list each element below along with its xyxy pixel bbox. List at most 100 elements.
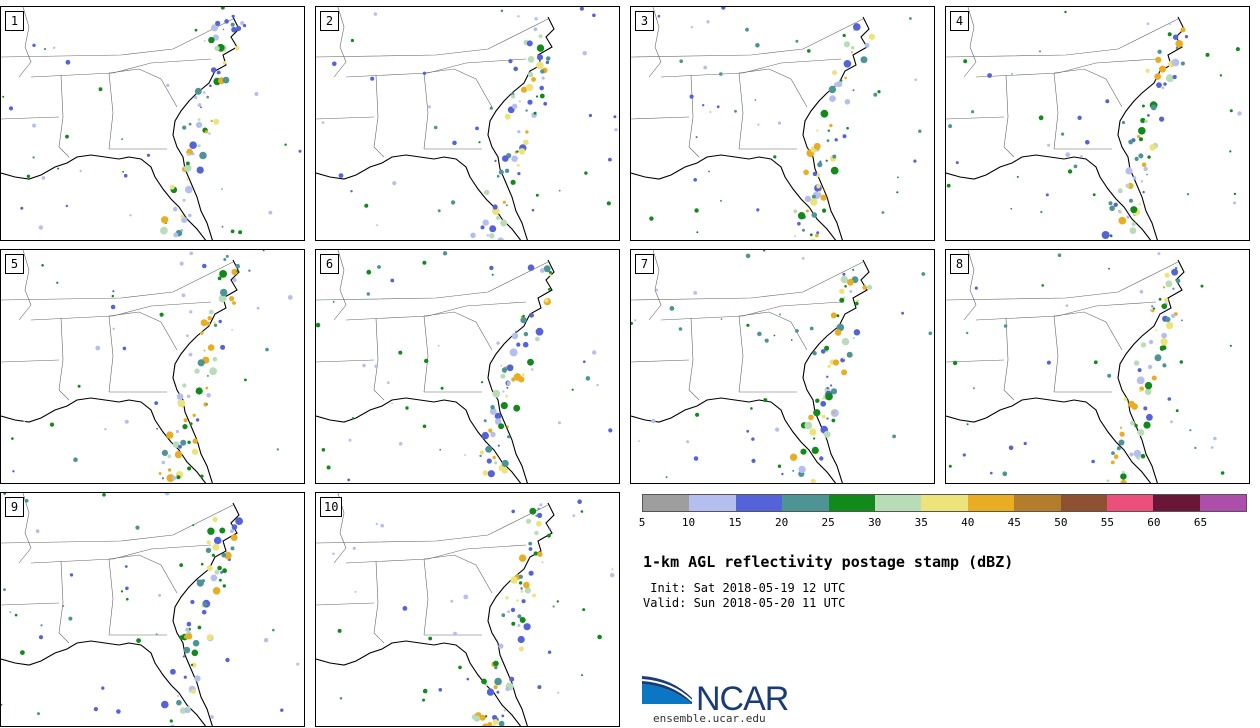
reflectivity-echo: [428, 636, 433, 641]
reflectivity-echo: [179, 261, 184, 266]
reflectivity-echo: [864, 43, 870, 48]
reflectivity-echo: [501, 367, 508, 373]
reflectivity-echo: [812, 171, 818, 177]
reflectivity-echo: [207, 316, 212, 321]
member-label-4: 4: [950, 11, 969, 31]
reflectivity-echo: [693, 456, 699, 461]
reflectivity-echo: [37, 712, 40, 716]
colorbar-tick: 5: [638, 516, 646, 529]
reflectivity-echo: [122, 346, 127, 351]
reflectivity-echo: [608, 428, 613, 433]
reflectivity-echo: [779, 313, 782, 316]
colorbar-swatch: [735, 495, 783, 511]
reflectivity-echo: [510, 607, 516, 613]
reflectivity-echo: [517, 624, 521, 627]
reflectivity-echo: [824, 345, 830, 351]
reflectivity-echo: [224, 19, 229, 24]
valid-time: Valid: Sun 2018-05-20 11 UTC: [643, 596, 846, 610]
reflectivity-echo: [638, 440, 640, 442]
reflectivity-echo: [804, 195, 812, 203]
reflectivity-echo: [800, 448, 807, 455]
reflectivity-echo: [422, 424, 427, 429]
reflectivity-echo: [1041, 284, 1044, 287]
reflectivity-echo: [649, 216, 654, 221]
reflectivity-echo: [224, 551, 232, 560]
reflectivity-echo: [194, 95, 198, 100]
reflectivity-echo: [852, 268, 855, 271]
reflectivity-echo: [1164, 272, 1170, 278]
colorbar-swatch: [643, 495, 690, 511]
reflectivity-echo: [212, 543, 220, 551]
reflectivity-echo: [500, 373, 506, 379]
reflectivity-echo: [1118, 439, 1125, 446]
state-border: [946, 18, 1179, 58]
reflectivity-echo: [528, 541, 533, 546]
reflectivity-echo: [184, 185, 193, 194]
reflectivity-echo: [225, 254, 229, 258]
reflectivity-echo: [846, 351, 853, 358]
state-border: [108, 311, 178, 351]
reflectivity-echo: [545, 56, 551, 61]
reflectivity-echo: [186, 621, 192, 627]
reflectivity-echo: [200, 331, 204, 335]
state-border: [423, 68, 493, 108]
reflectivity-echo: [817, 162, 823, 168]
reflectivity-echo: [208, 36, 215, 44]
reflectivity-echo: [1106, 479, 1110, 483]
coastline: [1, 16, 240, 240]
coastline: [631, 259, 870, 483]
state-border: [738, 72, 744, 150]
reflectivity-echo: [513, 66, 518, 72]
reflectivity-echo: [200, 106, 202, 109]
state-border: [423, 558, 429, 636]
ncar-logo-text: NCAR: [696, 680, 789, 718]
reflectivity-echo: [1129, 452, 1134, 457]
reflectivity-echo: [254, 92, 259, 96]
reflectivity-echo: [557, 421, 561, 425]
state-border: [946, 116, 1005, 120]
reflectivity-echo: [256, 306, 260, 310]
reflectivity-echo: [990, 471, 993, 475]
reflectivity-echo: [537, 685, 542, 690]
reflectivity-echo: [1111, 451, 1115, 455]
reflectivity-echo: [24, 498, 29, 503]
reflectivity-echo: [494, 412, 502, 420]
reflectivity-echo: [539, 93, 545, 99]
reflectivity-echo: [1108, 267, 1110, 270]
reflectivity-echo: [184, 164, 192, 172]
reflectivity-echo: [498, 643, 504, 649]
colorbar-swatch: [921, 495, 968, 511]
reflectivity-echo: [834, 329, 842, 336]
reflectivity-echo: [187, 153, 191, 157]
member-map-2: [316, 7, 618, 240]
colorbar-tick: 45: [1007, 516, 1021, 529]
reflectivity-echo: [427, 105, 431, 109]
reflectivity-echo: [816, 129, 819, 132]
reflectivity-echo: [528, 547, 533, 551]
reflectivity-echo: [820, 400, 827, 407]
reflectivity-echo: [1165, 280, 1173, 288]
reflectivity-echo: [517, 172, 521, 176]
state-border: [738, 315, 744, 393]
reflectivity-echo: [853, 329, 861, 336]
reflectivity-echo: [161, 700, 169, 709]
reflectivity-echo: [631, 321, 633, 325]
colorbar-tick: 10: [681, 516, 696, 529]
reflectivity-echo: [828, 85, 837, 94]
reflectivity-echo: [1110, 460, 1115, 465]
reflectivity-echo: [1171, 268, 1179, 276]
reflectivity-echo: [535, 193, 539, 197]
state-border: [423, 311, 493, 351]
reflectivity-echo: [545, 60, 550, 65]
colorbar-swatch: [689, 495, 736, 511]
reflectivity-echo: [497, 444, 500, 447]
state-border: [660, 301, 842, 321]
reflectivity-echo: [197, 118, 201, 121]
reflectivity-echo: [1107, 373, 1112, 378]
reflectivity-echo: [755, 43, 760, 48]
reflectivity-echo: [487, 470, 495, 478]
reflectivity-echo: [548, 528, 551, 531]
reflectivity-echo: [634, 319, 637, 322]
state-border: [963, 7, 977, 78]
reflectivity-echo: [222, 76, 230, 84]
